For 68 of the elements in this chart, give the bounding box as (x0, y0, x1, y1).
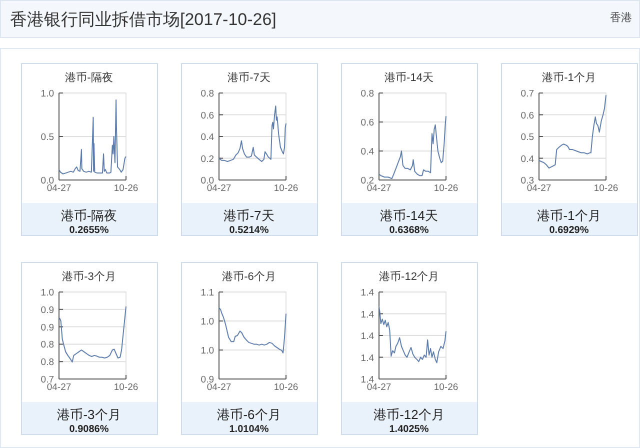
y-tick-label: 1.0 (200, 316, 214, 328)
line-series (218, 307, 286, 354)
y-tick-label: 1.4 (360, 352, 374, 364)
y-tick-label: 1.4 (360, 331, 374, 342)
text: 0.9086% (69, 424, 109, 435)
chart-title: 港币-7天 (228, 71, 270, 84)
y-tick-label: 0.5 (520, 132, 534, 143)
text: 0.6929% (549, 225, 589, 236)
x-tick-label: 04-27 (366, 183, 392, 194)
chart-title: 港币-1个月 (542, 71, 596, 84)
chart-title: 港币-隔夜 (65, 71, 113, 84)
text: 港币-12个月 (374, 407, 444, 422)
x-tick-label: 10-26 (114, 382, 138, 393)
x-tick-label: 10-26 (434, 382, 458, 393)
y-tick-label: 0.9 (40, 322, 54, 334)
x-tick-label: 10-26 (594, 183, 618, 194)
text: 港币-1个月 (537, 208, 601, 223)
y-tick-label: 0.8 (200, 88, 214, 100)
y-tick-label: 0.4 (200, 132, 214, 143)
y-tick-label: 0.4 (360, 146, 374, 158)
x-tick-label: 04-27 (206, 183, 232, 194)
y-tick-label: 0.8 (40, 340, 54, 351)
y-tick-label: 0.6 (360, 118, 374, 128)
line-series (218, 106, 286, 162)
x-tick-label: 04-27 (46, 183, 72, 194)
x-tick-label: 10-26 (274, 382, 298, 393)
y-tick-label: 0.8 (40, 357, 54, 368)
x-tick-label: 04-27 (526, 183, 552, 194)
text: 港币-6个月 (217, 407, 281, 422)
text: 港币-14天 (380, 208, 438, 223)
chart-title: 港币-6个月 (222, 270, 276, 283)
text: 1.4025% (389, 424, 429, 435)
y-tick-label: 0.9 (40, 304, 54, 316)
y-tick-label: 0.6 (200, 110, 214, 122)
text: 港币-7天 (224, 208, 274, 223)
x-tick-label: 10-26 (274, 183, 298, 194)
chart-title: 港币-14天 (384, 71, 434, 84)
line-series (58, 99, 126, 174)
line-series (378, 306, 446, 364)
y-tick-label: 1.1 (200, 288, 214, 298)
text: 港币-隔夜 (60, 208, 118, 223)
text: 0.6368% (389, 225, 429, 236)
x-tick-label: 10-26 (114, 183, 138, 194)
text: 0.5214% (229, 225, 269, 236)
text: 1.0104% (229, 424, 269, 435)
y-tick-label: 0.2 (200, 154, 214, 165)
x-tick-label: 10-26 (434, 183, 458, 194)
text: 0.2655% (69, 225, 109, 236)
y-tick-label: 1.0 (200, 346, 214, 357)
y-tick-label: 0.4 (520, 154, 534, 165)
y-tick-label: 1.0 (40, 288, 54, 298)
line-series (58, 306, 126, 362)
y-tick-label: 1.0 (40, 88, 54, 100)
y-tick-label: 0.8 (360, 88, 374, 100)
y-tick-label: 1.4 (360, 288, 374, 298)
y-tick-label: 0.7 (520, 88, 534, 100)
text: 香港银行同业拆借市场[2017-10-26] (10, 10, 276, 29)
y-tick-label: 0.5 (40, 132, 54, 143)
y-tick-label: 1.4 (360, 309, 374, 320)
text: 香港 (610, 11, 632, 24)
x-tick-label: 04-27 (206, 382, 232, 393)
text: 港币-3个月 (57, 407, 121, 422)
line-series (538, 94, 606, 169)
x-tick-label: 04-27 (366, 382, 392, 393)
chart-title: 港币-12个月 (379, 270, 439, 283)
y-tick-label: 0.6 (520, 110, 534, 122)
chart-title: 港币-3个月 (62, 270, 116, 283)
x-tick-label: 04-27 (46, 382, 72, 393)
